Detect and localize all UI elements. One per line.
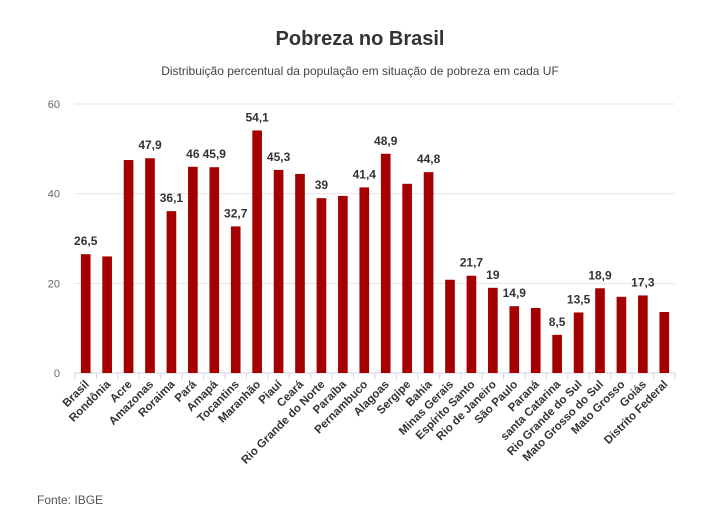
data-label: 13,5	[567, 292, 591, 306]
bar	[616, 296, 627, 373]
bar	[102, 256, 112, 373]
data-label: 48,9	[374, 134, 398, 148]
data-label: 18,9	[588, 268, 612, 282]
bar	[123, 160, 134, 373]
bar	[359, 187, 370, 373]
data-label: 14,9	[503, 286, 527, 300]
data-label: 45,9	[203, 147, 227, 161]
data-label: 39	[315, 178, 329, 192]
bar	[145, 158, 155, 373]
bar	[509, 306, 520, 373]
data-label: 36,1	[160, 191, 184, 205]
data-label: 32,7	[224, 206, 248, 220]
y-tick-label: 0	[54, 368, 60, 380]
bar	[488, 287, 498, 373]
bar	[295, 173, 305, 373]
bar	[573, 312, 584, 373]
bar	[423, 172, 434, 373]
data-label: 26,5	[74, 234, 98, 248]
bar	[273, 169, 284, 373]
bar	[188, 166, 198, 373]
bar	[338, 195, 348, 373]
bar	[530, 307, 541, 373]
chart-subtitle: Distribuição percentual da população em …	[161, 64, 559, 78]
y-tick-label: 40	[48, 189, 60, 201]
bar	[316, 198, 327, 373]
data-label: 8,5	[549, 315, 566, 329]
bar	[252, 130, 262, 373]
data-label: 44,8	[417, 152, 441, 166]
data-label: 19	[486, 268, 500, 282]
bar	[445, 279, 455, 373]
bar	[230, 226, 241, 373]
chart-title: Pobreza no Brasil	[275, 28, 445, 50]
data-label: 47,9	[138, 138, 162, 152]
bar	[80, 254, 91, 373]
data-label: 21,7	[460, 256, 484, 270]
bar	[209, 167, 220, 373]
y-tick-label: 20	[48, 278, 60, 290]
bar	[466, 275, 477, 373]
data-label: 54,1	[245, 110, 269, 124]
data-label: 41,4	[353, 167, 377, 181]
bar	[552, 334, 562, 373]
data-label: 45,3	[267, 150, 291, 164]
data-label: 17,3	[631, 275, 655, 289]
bar	[166, 211, 177, 373]
bar	[380, 153, 391, 373]
data-label: 46	[186, 147, 200, 161]
source-note: Fonte: IBGE	[37, 493, 104, 507]
y-tick-label: 60	[48, 99, 60, 111]
bar	[595, 288, 605, 373]
bar	[638, 295, 648, 373]
bar	[402, 183, 412, 373]
bar	[659, 312, 670, 373]
